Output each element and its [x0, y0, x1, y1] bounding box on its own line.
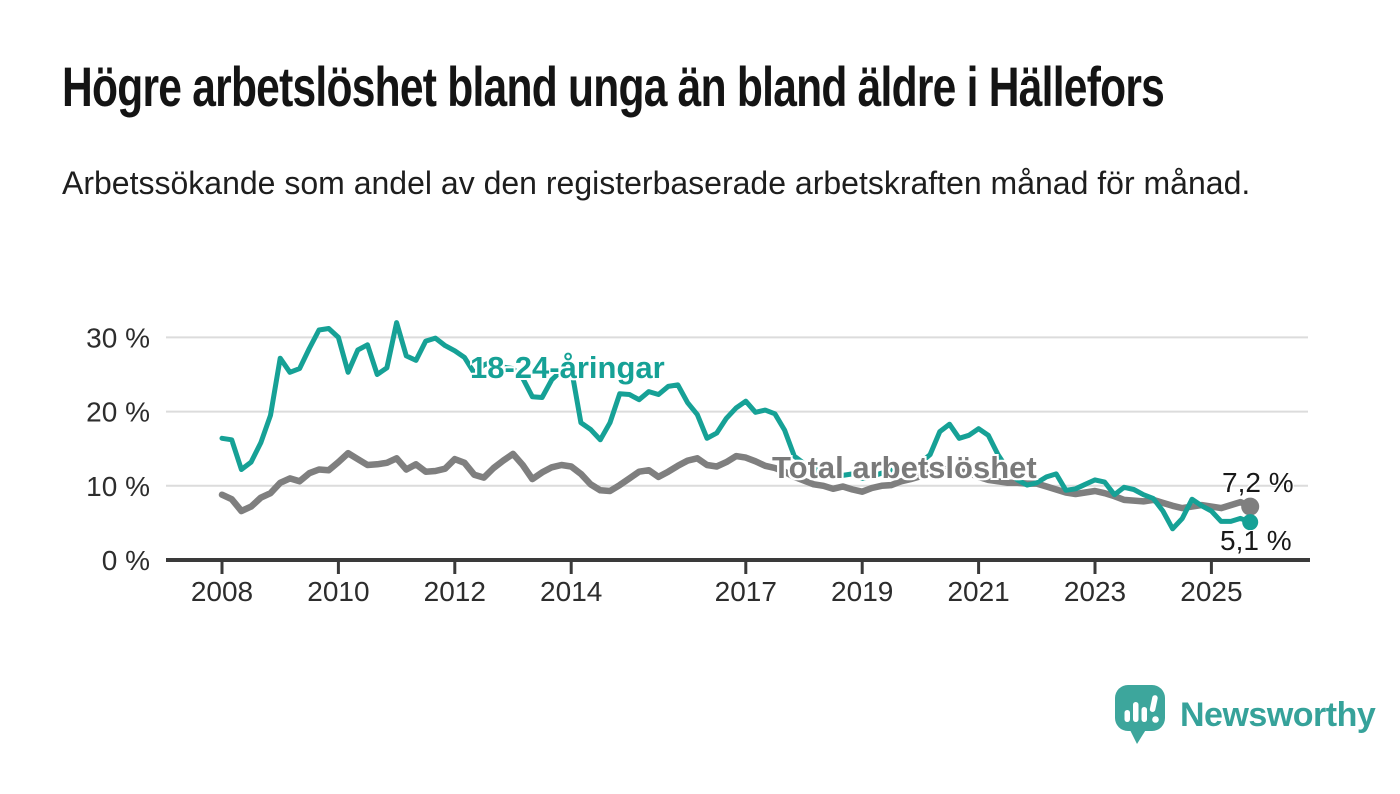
y-axis-label-30: 30 %	[86, 322, 150, 353]
x-axis-label-2023: 2023	[1064, 576, 1126, 607]
x-axis-label-2021: 2021	[947, 576, 1009, 607]
series-label-total: Total arbetslöshet	[772, 450, 1037, 485]
y-axis-label-10: 10 %	[86, 471, 150, 502]
x-axis-label-2010: 2010	[307, 576, 369, 607]
series-line-18-24-åringar	[219, 320, 1253, 532]
x-axis-label-2017: 2017	[715, 576, 777, 607]
x-axis-label-2008: 2008	[191, 576, 253, 607]
end-value-label-youth: 5,1 %	[1220, 525, 1292, 556]
x-axis-label-2019: 2019	[831, 576, 893, 607]
newsworthy-wordmark: Newsworthy	[1180, 695, 1376, 734]
exclamation-icon	[1149, 695, 1158, 712]
series-end-dot-Total arbetslöshet	[1241, 497, 1260, 516]
x-axis-label-2025: 2025	[1180, 576, 1242, 607]
end-value-label-total: 7,2 %	[1222, 467, 1294, 498]
x-axis-label-2014: 2014	[540, 576, 602, 607]
series-end-dot-18-24-åringar	[1242, 514, 1259, 531]
page-subtitle: Arbetssökande som andel av den registerb…	[62, 165, 1251, 201]
x-axis-label-2012: 2012	[424, 576, 486, 607]
y-axis-label-0: 0 %	[102, 545, 150, 576]
newsworthy-logo: Newsworthy	[1114, 684, 1376, 746]
newsworthy-logo-icon	[1115, 685, 1165, 744]
series-label-youth: 18-24-åringar	[470, 350, 665, 385]
y-axis-label-20: 20 %	[86, 397, 150, 428]
page-title: Högre arbetslöshet bland unga än bland ä…	[62, 55, 1165, 118]
series-line-Total arbetslöshet	[218, 449, 1254, 515]
